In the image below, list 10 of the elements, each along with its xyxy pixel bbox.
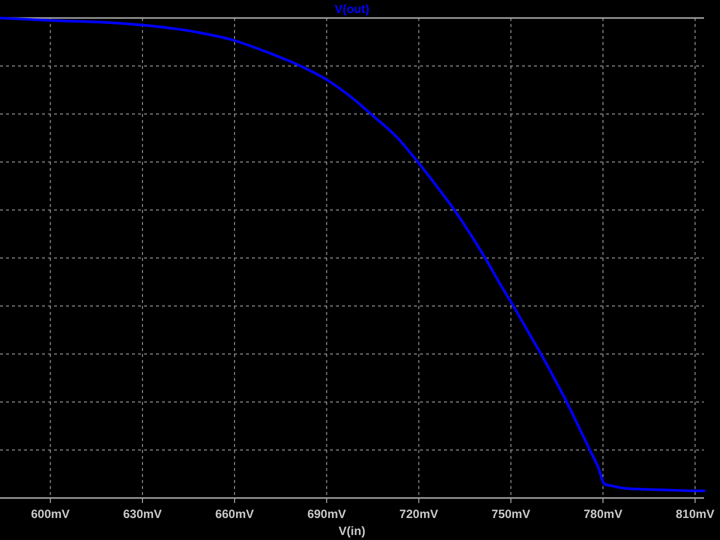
x-tick-label: 690mV	[307, 507, 346, 521]
x-tick-label: 630mV	[123, 507, 162, 521]
x-tick-label: 810mV	[676, 507, 714, 521]
x-tick-label: 780mV	[584, 507, 622, 521]
x-tick-label: 720mV	[399, 507, 438, 521]
x-tick-label: 750mV	[492, 507, 530, 521]
x-axis-title: V(in)	[338, 524, 366, 538]
text: V(out)	[334, 2, 370, 16]
x-tick-label: 600mV	[31, 507, 70, 521]
x-tick-label: 660mV	[215, 507, 254, 521]
